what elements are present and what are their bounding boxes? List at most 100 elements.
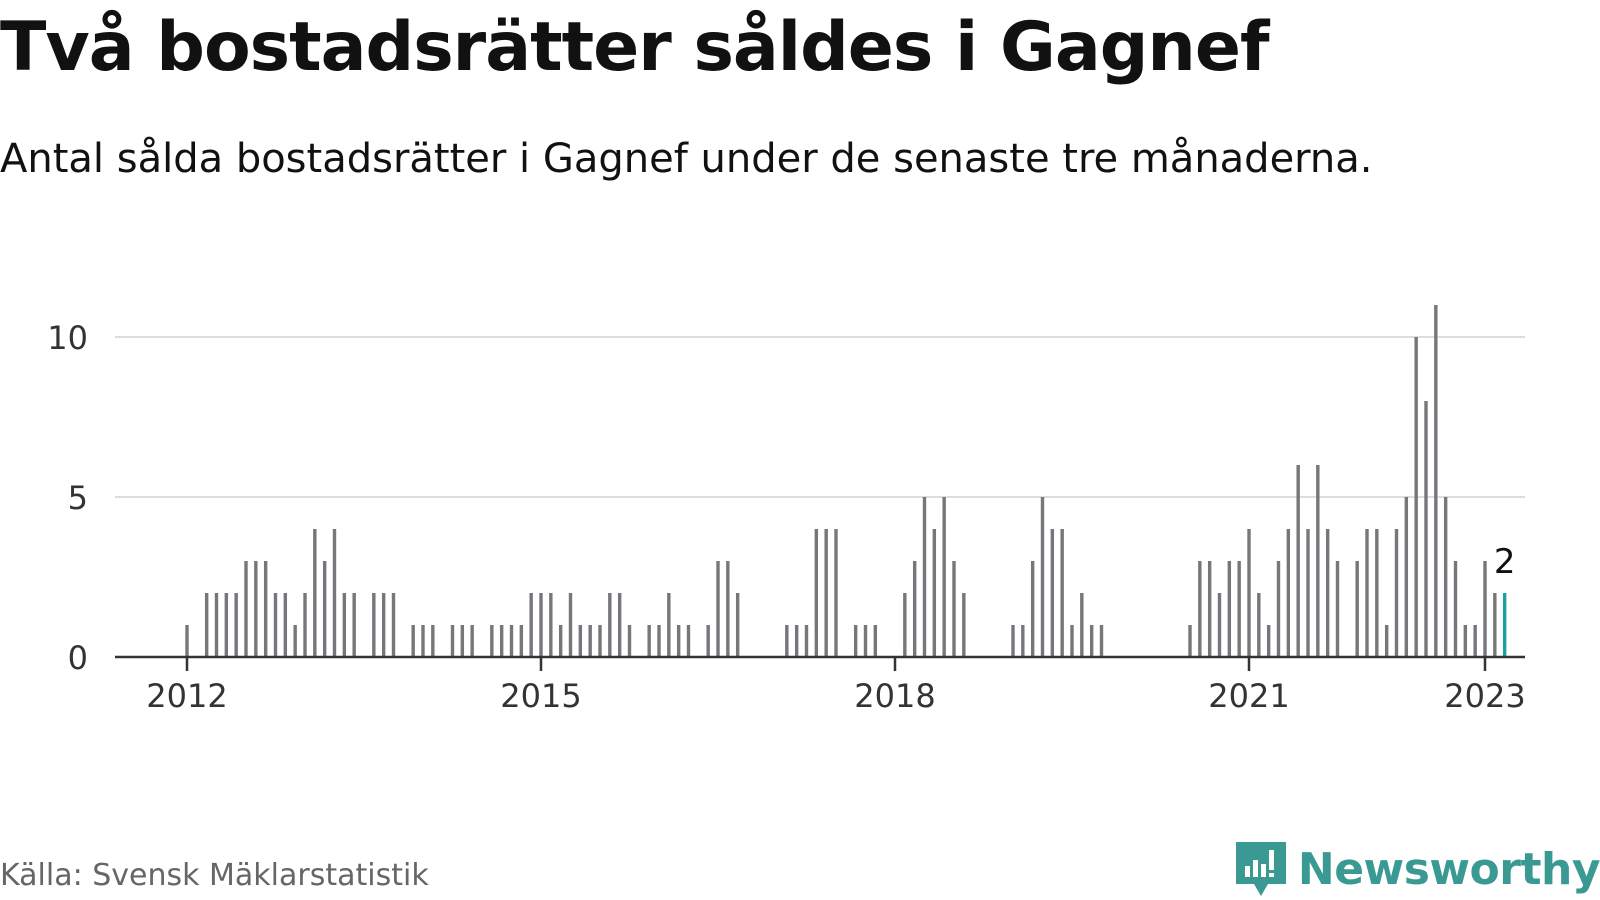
- bar: [499, 625, 504, 657]
- newsworthy-logo-icon: [1235, 842, 1286, 896]
- bar: [1040, 497, 1045, 657]
- bar: [204, 593, 209, 657]
- bar: [519, 625, 524, 657]
- brand-logo: Newsworthy: [1234, 840, 1600, 898]
- bar: [1463, 625, 1468, 657]
- bar: [785, 625, 789, 657]
- bar: [283, 593, 288, 657]
- bar: [716, 561, 720, 657]
- bar: [549, 593, 553, 657]
- bar: [1099, 625, 1104, 657]
- bar: [578, 625, 583, 657]
- bar: [952, 561, 956, 657]
- bar: [1080, 593, 1084, 657]
- bar: [1227, 561, 1232, 657]
- bar: [863, 625, 868, 657]
- bar: [627, 625, 632, 657]
- bar: [1335, 561, 1340, 657]
- last-value-label: 2: [1494, 542, 1516, 582]
- chart-subtitle: Antal sålda bostadsrätter i Gagnef under…: [0, 136, 1373, 182]
- bar: [1375, 529, 1379, 657]
- bar: [1247, 529, 1251, 657]
- bar: [922, 497, 927, 657]
- bar: [244, 561, 248, 657]
- bar: [932, 529, 937, 657]
- bar: [1060, 529, 1064, 657]
- brand-name: Newsworthy: [1297, 843, 1600, 895]
- bar: [470, 625, 474, 657]
- axes: [115, 655, 1525, 671]
- bar: [273, 593, 278, 657]
- bar: [293, 625, 297, 657]
- bar: [234, 593, 238, 657]
- bar: [1188, 625, 1192, 657]
- bar: [1493, 593, 1497, 657]
- bar: [539, 593, 543, 657]
- bar: [303, 593, 307, 657]
- x-tick-label: 2015: [500, 677, 581, 715]
- bar: [1394, 529, 1399, 657]
- bar: [962, 593, 966, 657]
- bar: [1424, 401, 1428, 657]
- bar: [1325, 529, 1330, 657]
- bar: [1050, 529, 1055, 657]
- y-tick-label: 5: [68, 479, 88, 517]
- bar: [726, 561, 730, 657]
- bar: [1443, 497, 1448, 657]
- bar: [372, 593, 376, 657]
- bar: [814, 529, 819, 657]
- grid-lines: [115, 336, 1525, 498]
- bar: [342, 593, 347, 657]
- bar-latest: [1502, 593, 1507, 657]
- bar: [588, 625, 592, 657]
- bar: [421, 625, 425, 657]
- bar: [490, 625, 494, 657]
- bar: [1011, 625, 1015, 657]
- y-tick-label: 10: [47, 319, 88, 357]
- bar: [1384, 625, 1389, 657]
- bar: [568, 593, 573, 657]
- bar: [598, 625, 602, 657]
- x-tick-label: 2018: [854, 677, 935, 715]
- bar: [1286, 529, 1291, 657]
- chart-title: Två bostadsrätter såldes i Gagnef: [0, 8, 1270, 87]
- bar: [431, 625, 435, 657]
- bar: [185, 625, 189, 657]
- bar: [873, 625, 878, 657]
- bar: [1257, 593, 1261, 657]
- bar: [263, 561, 268, 657]
- bar: [224, 593, 229, 657]
- bar: [735, 593, 740, 657]
- bar: [1483, 561, 1487, 657]
- bar: [647, 625, 651, 657]
- bar: [1453, 561, 1458, 657]
- bar: [529, 593, 533, 657]
- bar: [1355, 561, 1359, 657]
- bar-chart: 0 5 10 2012 2015 2018 2021 2023 2: [47, 305, 1526, 715]
- bar: [676, 625, 681, 657]
- bar: [1473, 625, 1477, 657]
- bar: [667, 593, 671, 657]
- bar: [1217, 593, 1222, 657]
- bar: [686, 625, 691, 657]
- bar: [509, 625, 514, 657]
- labels: 0 5 10 2012 2015 2018 2021 2023 2: [47, 319, 1525, 715]
- bar: [1237, 561, 1241, 657]
- bar: [381, 593, 386, 657]
- bar: [608, 593, 612, 657]
- bar: [804, 625, 809, 657]
- bar: [706, 625, 710, 657]
- bar: [794, 625, 799, 657]
- bar: [322, 561, 327, 657]
- bar: [1070, 625, 1074, 657]
- bar: [214, 593, 219, 657]
- bar: [912, 561, 917, 657]
- bar: [558, 625, 563, 657]
- bar: [942, 497, 946, 657]
- bar: [1198, 561, 1202, 657]
- bar: [254, 561, 258, 657]
- bar: [853, 625, 858, 657]
- bar: [450, 625, 455, 657]
- y-tick-label: 0: [68, 639, 88, 677]
- bar: [1306, 529, 1310, 657]
